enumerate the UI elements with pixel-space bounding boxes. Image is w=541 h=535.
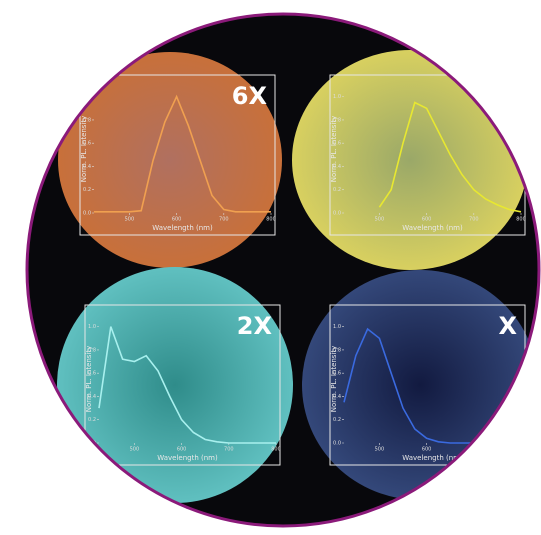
panel-label: 2X [237,312,273,340]
x-tick-label: 500 [375,217,385,223]
x-tick-label: 600 [422,447,432,453]
y-tick-label: 0.2 [83,187,91,193]
photo: 0.00.20.40.60.8500600700800Wavelength (n… [0,0,541,535]
x-axis-label: Wavelength (nm) [157,454,218,462]
x-tick-label: 800 [266,217,276,223]
y-tick-label: 1.0 [88,324,96,330]
y-tick-label: 1.0 [333,94,341,100]
y-tick-label: 0.0 [333,441,341,447]
panel-label: X [498,312,517,340]
y-tick-label: 0.2 [333,417,341,423]
y-tick-label: 0.2 [88,417,96,423]
x-tick-label: 600 [172,217,182,223]
y-axis-label: Norm. PL. Intensity [85,346,93,413]
x-tick-label: 600 [177,447,187,453]
x-tick-label: 500 [130,447,140,453]
x-tick-label: 800 [516,217,526,223]
x-tick-label: 800 [271,447,281,453]
y-axis-label: Norm. PL. Intensity [330,116,338,183]
y-tick-label: 1.0 [333,324,341,330]
x-tick-label: 700 [224,447,234,453]
x-tick-label: 500 [375,447,385,453]
yellow-film [292,50,528,270]
x-tick-label: 600 [422,217,432,223]
y-axis-label: Norm. PL. Intensity [330,346,338,413]
y-tick-label: 0.2 [333,187,341,193]
x-axis-label: Wavelength (nm) [402,224,463,232]
x-tick-label: 700 [469,447,479,453]
panel-label: 6X [232,82,268,110]
x-axis-label: Wavelength (nm) [152,224,213,232]
x-tick-label: 700 [219,217,229,223]
y-tick-label: 0.0 [83,211,91,217]
x-tick-label: 700 [469,217,479,223]
y-axis-label: Norm. PL. Intensity [80,116,88,183]
x-tick-label: 800 [516,447,526,453]
x-tick-label: 500 [125,217,135,223]
y-tick-label: 0.0 [333,211,341,217]
